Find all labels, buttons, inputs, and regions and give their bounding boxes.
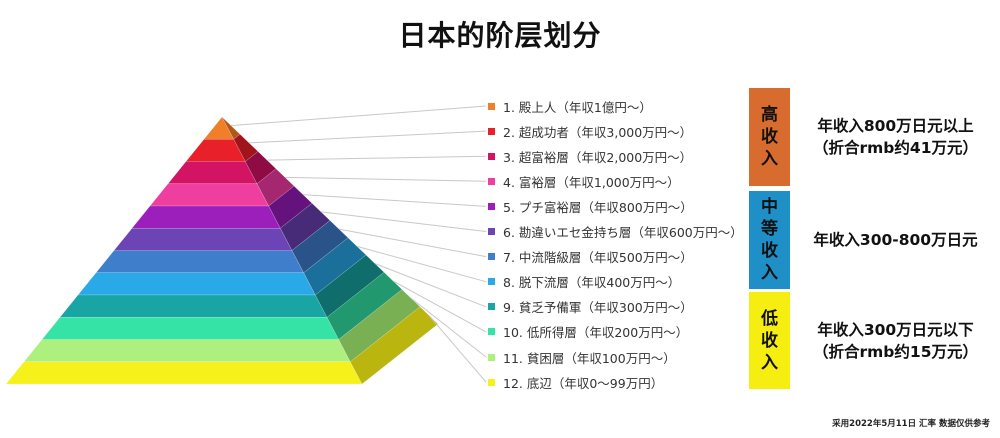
leader-line-3 xyxy=(266,155,487,161)
leader-line-4 xyxy=(284,176,487,182)
legend-swatch xyxy=(488,152,495,160)
legend-swatch xyxy=(488,353,495,361)
legend-item-7: 7. 中流階級層（年収500万円〜） xyxy=(488,247,693,267)
legend-label: 2. 超成功者（年収3,000万円〜） xyxy=(503,124,693,140)
legend-label: 1. 殿上人（年収1億円〜） xyxy=(503,99,652,115)
legend-item-8: 8. 脱下流層（年収400万円〜） xyxy=(488,272,680,292)
pyramid-side-level-12 xyxy=(349,306,439,385)
legend-item-11: 11. 貧困層（年収100万円〜） xyxy=(488,347,676,367)
legend-label: 11. 貧困層（年収100万円〜） xyxy=(503,350,676,366)
page-title: 日本的阶层划分 xyxy=(398,19,602,52)
legend-label: 6. 勘違いエセ金持ち層（年収600万円〜） xyxy=(503,225,743,240)
leader-line-7 xyxy=(338,228,487,258)
legend-swatch xyxy=(488,228,495,235)
legend-swatch xyxy=(488,253,495,261)
leader-line-11 xyxy=(410,297,487,358)
legend-item-5: 5. プチ富裕層（年収800万円〜） xyxy=(488,196,693,216)
legend-swatch xyxy=(488,328,495,336)
legend-label: 4. 富裕層（年収1,000万円〜） xyxy=(503,174,680,190)
legend-swatch xyxy=(488,303,495,311)
pyramid-front-level-10 xyxy=(41,317,340,340)
pyramid-front-level-8 xyxy=(77,272,316,296)
legend-swatch xyxy=(488,202,495,210)
legend-label: 7. 中流階級層（年収500万円〜） xyxy=(503,250,693,266)
pyramid-front-level-3 xyxy=(167,161,258,185)
leader-line-6 xyxy=(320,211,487,232)
tier-badge-3: 低收入 xyxy=(749,292,790,389)
legend-swatch xyxy=(488,278,495,286)
pyramid-front-level-7 xyxy=(95,250,305,274)
legend-item-6: 6. 勘違いエセ金持ち層（年収600万円〜） xyxy=(488,222,743,242)
legend-label: 3. 超富裕層（年収2,000万円〜） xyxy=(503,149,693,165)
legend-label: 9. 貧乏予備軍（年収300万円〜） xyxy=(503,300,693,316)
pyramid-front-level-12 xyxy=(5,361,363,385)
legend-label: 10. 低所得層（年収200万円〜） xyxy=(503,325,689,341)
leader-line-10 xyxy=(392,280,487,333)
leader-line-8 xyxy=(356,245,487,283)
legend-swatch xyxy=(488,177,495,185)
pyramid-front-level-5 xyxy=(131,205,281,229)
legend-swatch xyxy=(488,127,495,135)
footnote: 采用2022年5月11日 汇率 数据仅供参考 xyxy=(832,419,990,429)
legend-item-1: 1. 殿上人（年収1億円〜） xyxy=(488,96,652,116)
legend-label: 5. プチ富裕層（年収800万円〜） xyxy=(503,199,693,215)
tier-description-1: 年收入800万日元以上 （折合rmb约41万元） xyxy=(813,117,978,157)
tier-description-3: 年收入300万日元以下 （折合rmb约15万元） xyxy=(813,320,978,361)
pyramid-front-level-4 xyxy=(149,183,270,207)
leader-line-12 xyxy=(428,315,487,383)
leader-line-9 xyxy=(374,263,487,308)
legend-item-4: 4. 富裕層（年収1,000万円〜） xyxy=(488,171,680,191)
legend-swatch xyxy=(488,378,495,386)
leader-line-1 xyxy=(230,105,487,127)
tier-badge-2: 中等收入 xyxy=(749,191,790,289)
legend-item-3: 3. 超富裕層（年収2,000万円〜） xyxy=(488,146,692,166)
legend-swatch xyxy=(488,102,495,110)
pyramid-front-level-9 xyxy=(59,294,328,318)
leader-line-5 xyxy=(302,194,487,207)
legend-item-12: 12. 底辺（年収0〜99万円） xyxy=(488,372,663,392)
tier-description-2: 年收入300-800万日元 xyxy=(813,231,978,249)
legend-item-9: 9. 貧乏予備軍（年収300万円〜） xyxy=(488,297,693,317)
pyramid-front-level-6 xyxy=(113,228,293,251)
pyramid-front-level-11 xyxy=(23,339,351,363)
legend-item-10: 10. 低所得層（年収200万円〜） xyxy=(488,322,688,342)
tier-badge-1: 高收入 xyxy=(749,88,790,186)
legend-label: 8. 脱下流層（年収400万円〜） xyxy=(503,275,681,291)
legend-item-2: 2. 超成功者（年収3,000万円〜） xyxy=(488,121,692,141)
leader-line-2 xyxy=(248,130,487,144)
legend-label: 12. 底辺（年収0〜99万円） xyxy=(503,375,664,391)
